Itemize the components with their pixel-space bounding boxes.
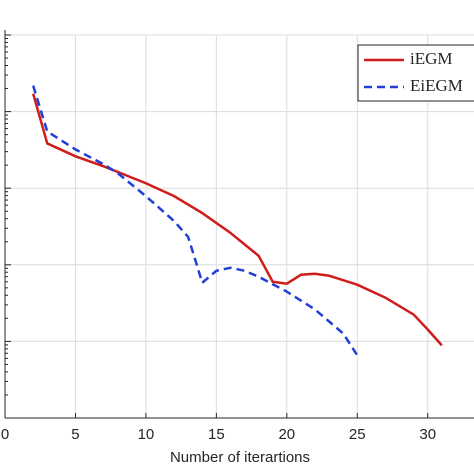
legend-label: iEGM: [410, 49, 453, 68]
x-tick-label: 0: [1, 426, 9, 443]
x-tick-label: 25: [349, 426, 366, 443]
x-tick-label: 15: [208, 426, 225, 443]
x-tick-label: 5: [71, 426, 79, 443]
line-series: [31, 93, 443, 347]
legend-label: EiEGM: [410, 76, 463, 95]
line-series: [31, 85, 359, 357]
x-tick-label: 10: [138, 426, 155, 443]
x-tick-label: 30: [419, 426, 436, 443]
x-axis-label: Number of iterartions: [170, 449, 310, 466]
x-tick-label: 20: [278, 426, 295, 443]
legend-box: [357, 44, 474, 102]
